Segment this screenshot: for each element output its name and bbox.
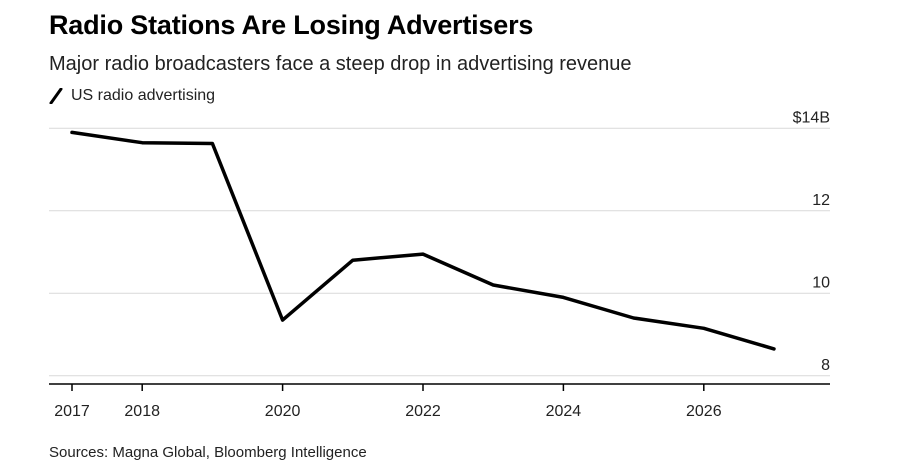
chart-subtitle: Major radio broadcasters face a steep dr… (49, 53, 632, 75)
series-layer (70, 130, 776, 351)
legend-line-swatch (49, 88, 63, 104)
y-tick-label: 12 (812, 192, 830, 209)
legend: US radio advertising (49, 87, 215, 105)
y-tick-label: 10 (812, 274, 830, 291)
legend-label: US radio advertising (71, 87, 216, 104)
x-axis: 2017 2018 2020 2022 2024 2026 (49, 383, 830, 420)
y-tick-label: $14B (793, 109, 830, 126)
chart-title: Radio Stations Are Losing Advertisers (49, 10, 534, 40)
x-tick-label: 2024 (546, 403, 582, 420)
x-tick-label: 2026 (686, 403, 722, 420)
x-tick-label: 2017 (54, 403, 90, 420)
series-line (70, 130, 776, 351)
grid (49, 127, 830, 377)
source-note: Sources: Magna Global, Bloomberg Intelli… (49, 444, 367, 461)
y-axis-labels: 8 10 12 $14B (793, 109, 830, 374)
y-tick-label: 8 (821, 357, 830, 374)
x-tick-label: 2020 (265, 403, 301, 420)
x-tick-label: 2018 (124, 403, 160, 420)
x-tick-label: 2022 (405, 403, 441, 420)
